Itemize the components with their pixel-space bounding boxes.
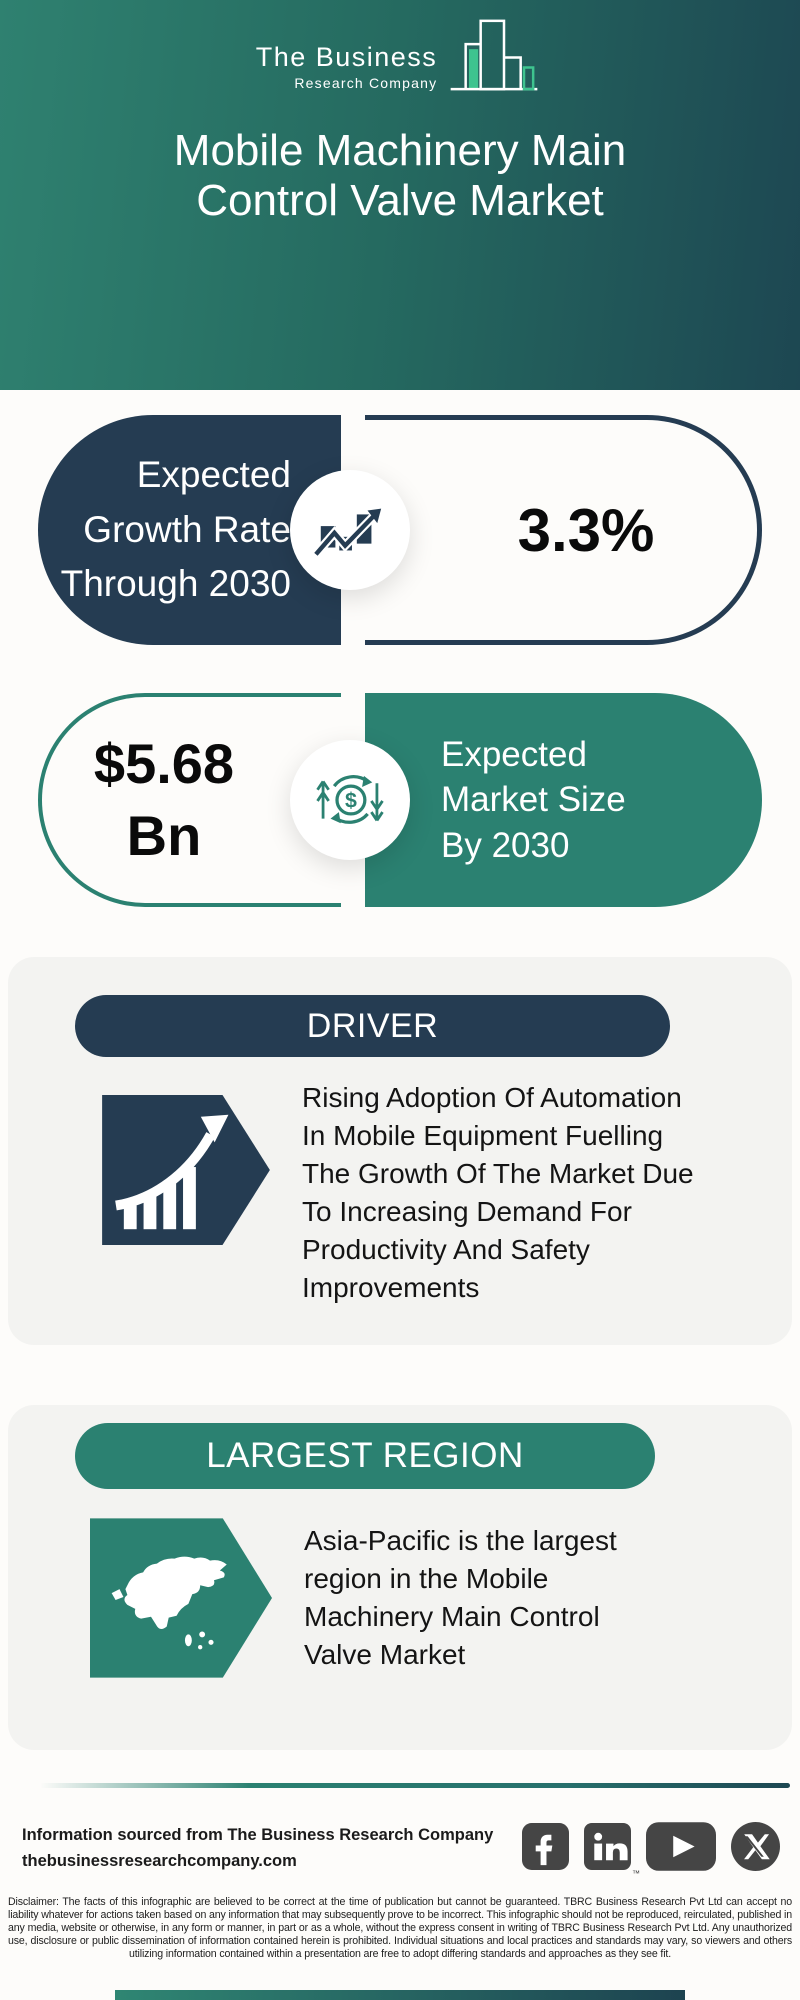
largest-region-body: Asia-Pacific is the largest region in th… [90, 1510, 617, 1683]
driver-text-line5: Productivity And Safety [302, 1234, 590, 1265]
market-size-label: Expected Market Size By 2030 [365, 693, 762, 907]
market-size-value-box: $5.68 Bn [38, 693, 341, 907]
largest-region-heading-pill: LARGEST REGION [75, 1423, 655, 1489]
driver-heading: DRIVER [306, 1006, 439, 1045]
driver-body: Rising Adoption Of Automation In Mobile … [102, 1079, 694, 1307]
driver-text-line4: To Increasing Demand For [302, 1196, 632, 1227]
market-size-label-line3: By 2030 [441, 825, 570, 865]
facebook-icon[interactable] [522, 1823, 569, 1875]
largest-region-section: LARGEST REGION Asia-Pacific is the large… [8, 1405, 792, 1750]
driver-text: Rising Adoption Of Automation In Mobile … [302, 1079, 694, 1307]
logo-bar-chart-icon [444, 16, 544, 99]
page-title: Mobile Machinery Main Control Valve Mark… [0, 126, 800, 225]
disclaimer-text: Disclaimer: The facts of this infographi… [8, 1896, 792, 1960]
largest-region-heading: LARGEST REGION [206, 1436, 524, 1475]
growth-rate-value: 3.3% [517, 496, 655, 564]
market-size-stat: $5.68 Bn Expected Market Size By 2030 $ [38, 693, 762, 907]
asia-map-badge-icon [90, 1518, 272, 1683]
growth-label-line1: Expected [136, 453, 291, 495]
logo-name-line1: The Business [255, 42, 438, 72]
driver-text-line6: Improvements [302, 1272, 480, 1303]
region-text-line4: Valve Market [304, 1639, 466, 1670]
company-logo: The Business Research Company [0, 16, 800, 99]
social-icons: ™ [522, 1822, 780, 1878]
growth-label-line2: Growth Rate [83, 508, 291, 550]
driver-text-line2: In Mobile Equipment Fuelling [302, 1120, 664, 1151]
growth-rate-value-box: 3.3% [365, 415, 762, 645]
x-icon[interactable] [731, 1822, 780, 1876]
source-text: Information sourced from The Business Re… [22, 1823, 493, 1874]
company-logo-text: The Business Research Company [256, 42, 438, 99]
footer-info-row: Information sourced from The Business Re… [22, 1822, 780, 1878]
youtube-icon[interactable] [646, 1822, 716, 1876]
market-size-value-line1: $5.68 [93, 732, 235, 796]
largest-region-text: Asia-Pacific is the largest region in th… [304, 1510, 617, 1674]
website-link[interactable]: thebusinessresearchcompany.com [22, 1852, 297, 1870]
driver-text-line1: Rising Adoption Of Automation [302, 1082, 682, 1113]
market-size-label-line2: Market Size [441, 780, 626, 820]
page-title-line2: Control Valve Market [196, 175, 604, 225]
source-line: Information sourced from The Business Re… [22, 1826, 494, 1845]
driver-text-line3: The Growth Of The Market Due [302, 1158, 694, 1189]
dollar-exchange-icon: $ [290, 740, 410, 860]
logo-name-line2: Research Company [294, 75, 438, 91]
linkedin-icon[interactable]: ™ [584, 1823, 640, 1878]
market-size-label-line1: Expected [441, 734, 587, 774]
footer-divider [40, 1783, 790, 1788]
growth-rate-stat: Expected Growth Rate Through 2030 3.3% [38, 415, 762, 645]
region-text-line2: region in the Mobile [304, 1563, 549, 1594]
bottom-accent-bar [115, 1990, 685, 2000]
growth-label-line3: Through 2030 [60, 563, 291, 605]
driver-heading-pill: DRIVER [75, 995, 670, 1057]
growth-chart-icon [290, 470, 410, 590]
region-text-line3: Machinery Main Control [304, 1601, 600, 1632]
header-banner: The Business Research Company Mobile Mac… [0, 0, 800, 390]
driver-section: DRIVER Rising Adoption Of Automation In … [8, 957, 792, 1345]
bar-growth-badge-icon [102, 1095, 270, 1250]
market-size-value-line2: Bn [126, 804, 202, 867]
page-title-line1: Mobile Machinery Main [173, 126, 627, 175]
region-text-line1: Asia-Pacific is the largest [304, 1525, 617, 1556]
linkedin-tm: ™ [632, 1869, 640, 1878]
svg-text:$: $ [345, 788, 357, 812]
